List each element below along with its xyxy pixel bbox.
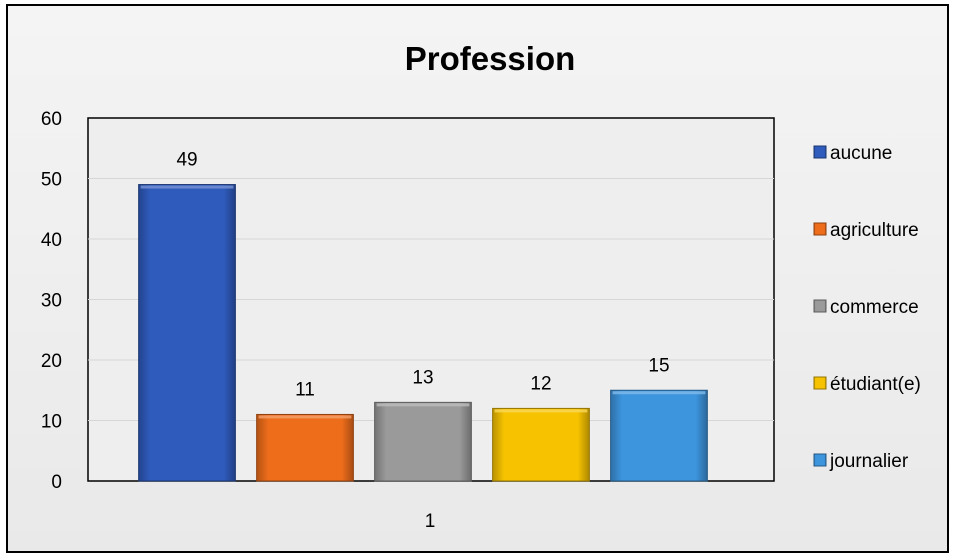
legend-label: journalier bbox=[829, 451, 909, 472]
y-tick-label: 20 bbox=[41, 351, 62, 372]
legend-swatch bbox=[813, 145, 827, 159]
bar-top-highlight bbox=[140, 185, 234, 189]
bars bbox=[138, 184, 708, 482]
legend: aucune agriculture commerce étudiant(e) jour… bbox=[813, 143, 921, 472]
x-category-label: 1 bbox=[425, 511, 436, 532]
legend-swatch bbox=[813, 299, 827, 313]
bar-top-highlight bbox=[494, 409, 588, 413]
y-axis-ticks: 0 10 20 30 40 50 60 bbox=[41, 109, 62, 493]
data-label: 11 bbox=[295, 379, 315, 400]
y-tick-label: 50 bbox=[41, 170, 62, 191]
data-label: 49 bbox=[176, 150, 197, 171]
y-tick-label: 30 bbox=[41, 291, 62, 312]
bar-top-highlight bbox=[258, 415, 352, 419]
chart-title: Profession bbox=[405, 40, 576, 77]
bar-journalier bbox=[610, 389, 708, 482]
y-tick-label: 10 bbox=[41, 412, 62, 433]
data-label: 13 bbox=[412, 367, 433, 388]
y-tick-label: 60 bbox=[41, 109, 62, 130]
data-label: 15 bbox=[648, 355, 669, 376]
y-tick-label: 40 bbox=[41, 230, 62, 251]
legend-label: agriculture bbox=[830, 220, 919, 241]
legend-swatch bbox=[813, 222, 827, 236]
bar-top-highlight bbox=[376, 403, 470, 407]
bar-tudiante bbox=[492, 407, 590, 482]
y-tick-label: 0 bbox=[51, 472, 62, 493]
bar-aucune bbox=[138, 184, 236, 482]
bar-commerce bbox=[374, 401, 472, 482]
legend-label: étudiant(e) bbox=[830, 374, 921, 395]
legend-swatch bbox=[813, 376, 827, 390]
bar-agriculture bbox=[256, 413, 354, 482]
data-labels: 49 11 13 12 15 bbox=[176, 150, 669, 401]
data-label: 12 bbox=[530, 373, 551, 394]
legend-swatch bbox=[813, 453, 827, 467]
legend-label: commerce bbox=[830, 297, 919, 318]
bar-top-highlight bbox=[612, 391, 706, 395]
legend-label: aucune bbox=[830, 143, 892, 164]
